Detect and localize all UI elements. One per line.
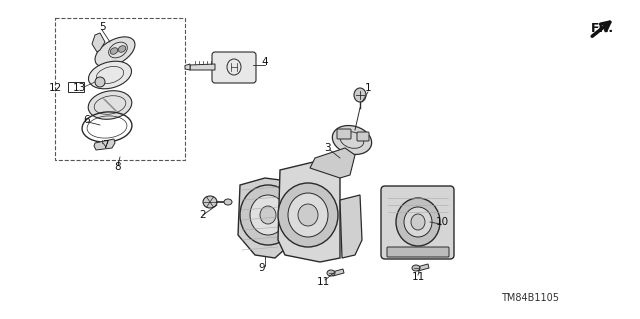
Polygon shape bbox=[185, 64, 190, 70]
Polygon shape bbox=[238, 178, 295, 258]
Ellipse shape bbox=[88, 61, 131, 89]
Polygon shape bbox=[310, 148, 355, 178]
Ellipse shape bbox=[203, 196, 217, 208]
Text: 7: 7 bbox=[102, 140, 108, 150]
Text: 1: 1 bbox=[365, 83, 371, 93]
Ellipse shape bbox=[412, 265, 420, 271]
Ellipse shape bbox=[240, 185, 296, 245]
Ellipse shape bbox=[95, 77, 105, 87]
Text: 12: 12 bbox=[49, 83, 61, 93]
Polygon shape bbox=[417, 264, 429, 271]
Text: 3: 3 bbox=[324, 143, 330, 153]
Text: 6: 6 bbox=[84, 115, 90, 125]
Text: 8: 8 bbox=[115, 162, 122, 172]
Polygon shape bbox=[92, 33, 105, 52]
Text: 9: 9 bbox=[259, 263, 266, 273]
Polygon shape bbox=[278, 158, 340, 262]
Ellipse shape bbox=[260, 206, 276, 224]
Polygon shape bbox=[332, 269, 344, 276]
Polygon shape bbox=[190, 64, 215, 70]
Ellipse shape bbox=[250, 195, 286, 235]
Ellipse shape bbox=[224, 199, 232, 205]
Ellipse shape bbox=[354, 88, 366, 102]
Ellipse shape bbox=[411, 214, 425, 230]
Text: 11: 11 bbox=[316, 277, 330, 287]
Text: 11: 11 bbox=[412, 272, 424, 282]
Ellipse shape bbox=[288, 193, 328, 237]
Ellipse shape bbox=[118, 46, 126, 52]
Text: 4: 4 bbox=[262, 57, 268, 67]
Text: 5: 5 bbox=[99, 22, 106, 32]
Ellipse shape bbox=[396, 198, 440, 246]
Bar bbox=[55, 18, 185, 160]
FancyBboxPatch shape bbox=[381, 186, 454, 259]
Text: 2: 2 bbox=[200, 210, 206, 220]
Ellipse shape bbox=[327, 270, 335, 276]
FancyBboxPatch shape bbox=[212, 52, 256, 83]
Polygon shape bbox=[340, 195, 362, 258]
Polygon shape bbox=[94, 139, 115, 150]
Bar bbox=[68, 82, 84, 92]
Ellipse shape bbox=[88, 91, 132, 119]
FancyBboxPatch shape bbox=[337, 129, 351, 139]
Text: 13: 13 bbox=[72, 83, 86, 93]
FancyBboxPatch shape bbox=[387, 247, 449, 257]
Text: TM84B1105: TM84B1105 bbox=[501, 293, 559, 303]
FancyBboxPatch shape bbox=[357, 132, 369, 141]
Ellipse shape bbox=[110, 48, 118, 54]
Text: FR.: FR. bbox=[591, 22, 614, 35]
Ellipse shape bbox=[278, 183, 338, 247]
Ellipse shape bbox=[298, 204, 318, 226]
Text: 10: 10 bbox=[435, 217, 449, 227]
Ellipse shape bbox=[95, 37, 135, 67]
Ellipse shape bbox=[404, 207, 432, 237]
Ellipse shape bbox=[332, 125, 372, 154]
